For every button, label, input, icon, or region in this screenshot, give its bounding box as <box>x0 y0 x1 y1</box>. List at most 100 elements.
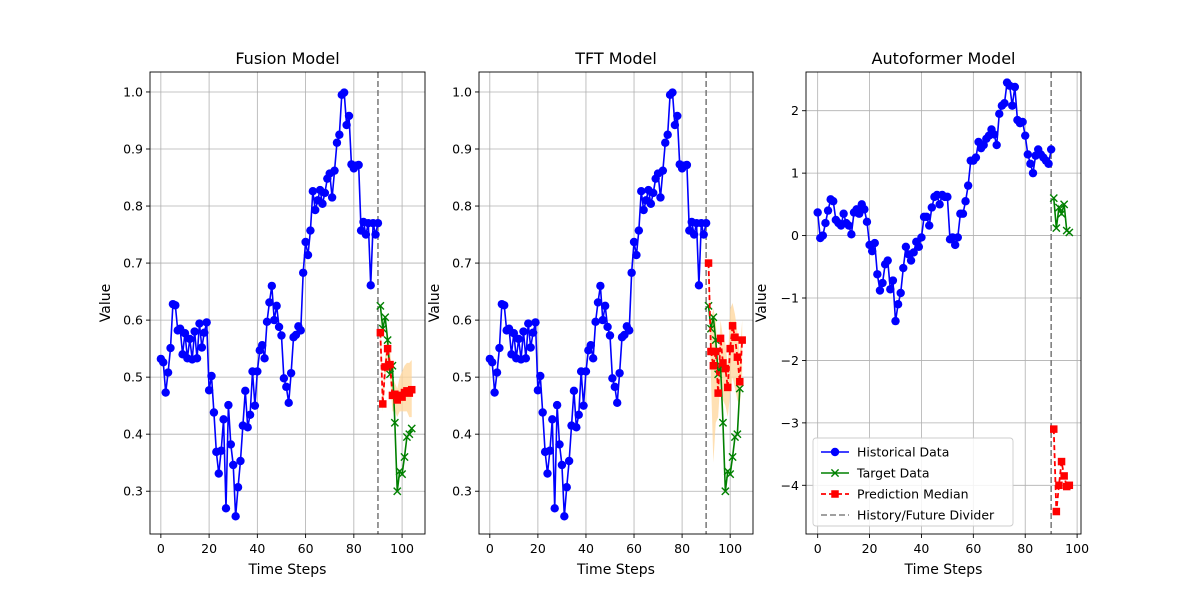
prediction-point <box>719 359 727 367</box>
prediction-point <box>1065 481 1074 490</box>
historical-point <box>893 300 903 309</box>
x-tick-label: 100 <box>390 541 414 556</box>
x-marker-stroke <box>721 487 730 496</box>
historical-point <box>190 327 199 336</box>
historical-point <box>958 209 968 218</box>
historical-point <box>282 382 291 392</box>
historical-point <box>878 278 887 288</box>
x-tick-label: 0 <box>157 541 165 556</box>
historical-point <box>605 331 615 340</box>
x-tick-label: 40 <box>249 541 265 556</box>
historical-point <box>847 230 856 239</box>
prediction-point <box>721 364 730 373</box>
historical-point <box>591 317 600 327</box>
x-tick-label: 60 <box>965 541 981 556</box>
prediction-point <box>376 328 385 337</box>
tick-marks: 0 20 40 60 80 100 −4 −3 −2 −1 0 1 2 <box>781 103 1090 556</box>
grid-lines <box>150 72 425 534</box>
grid-lines <box>479 72 753 534</box>
historical-point <box>253 367 262 376</box>
x-tick-label: 40 <box>913 541 929 556</box>
historical-point <box>995 109 1004 119</box>
historical-point <box>296 326 305 335</box>
x-tick-label: 40 <box>578 541 594 556</box>
historical-point <box>166 343 175 353</box>
target-series <box>1049 194 1074 237</box>
y-tick-label: 0.4 <box>123 427 143 442</box>
historical-point <box>311 205 320 215</box>
prediction-series <box>704 259 746 397</box>
historical-point <box>658 166 668 175</box>
historical-point <box>265 298 274 307</box>
target-line <box>379 305 413 492</box>
historical-point <box>899 263 908 273</box>
historical-point <box>634 226 644 235</box>
historical-point <box>236 456 245 466</box>
x-marker-stroke <box>400 452 409 462</box>
axes-border <box>478 71 754 535</box>
historical-point <box>608 374 617 383</box>
target-point <box>1065 228 1074 237</box>
prediction-point <box>1060 472 1068 480</box>
historical-point <box>524 319 533 328</box>
historical-point <box>649 188 658 198</box>
historical-point <box>562 483 571 492</box>
historical-point <box>627 268 636 277</box>
chart-title: Autoformer Model <box>872 49 1016 68</box>
target-series <box>704 301 744 496</box>
historical-point <box>603 322 612 332</box>
historical-point <box>682 160 692 170</box>
historical-point <box>318 199 327 208</box>
historical-point <box>701 218 711 228</box>
y-tick-label: 0.3 <box>452 484 472 499</box>
axes-border <box>149 71 426 535</box>
prediction-point <box>716 334 725 343</box>
y-tick-label: 0.8 <box>123 199 143 214</box>
historical-point <box>560 512 569 521</box>
target-point <box>405 430 414 439</box>
prediction-point <box>386 360 394 369</box>
historical-point <box>886 285 895 294</box>
y-tick-label: 0.6 <box>452 313 472 328</box>
historical-point <box>548 415 557 424</box>
historical-point <box>557 460 567 470</box>
x-marker-stroke <box>1054 203 1064 212</box>
historical-point <box>185 334 195 344</box>
historical-point <box>327 193 337 202</box>
historical-point <box>202 318 211 327</box>
historical-point <box>195 319 204 328</box>
historical-point <box>274 322 284 332</box>
historical-point <box>661 138 670 147</box>
target-point <box>381 313 390 322</box>
prediction-point <box>731 333 739 341</box>
x-marker-stroke <box>704 301 713 310</box>
target-point <box>721 487 730 496</box>
prediction-point <box>704 259 713 267</box>
historical-point <box>552 400 562 410</box>
target-point <box>407 424 416 433</box>
historical-point <box>533 386 543 395</box>
x-tick-label: 0 <box>814 541 822 556</box>
target-point <box>704 301 713 310</box>
historical-point <box>569 386 579 396</box>
x-marker-stroke <box>1065 228 1074 237</box>
historical-point <box>925 221 934 230</box>
historical-point <box>221 504 231 513</box>
historical-point <box>500 301 509 310</box>
historical-point <box>339 88 349 97</box>
y-tick-label: −4 <box>781 478 799 493</box>
historical-point <box>521 354 531 363</box>
x-marker-stroke <box>726 470 735 479</box>
historical-point <box>354 160 363 170</box>
historical-point <box>180 329 190 338</box>
historical-point <box>233 483 243 492</box>
historical-point <box>366 281 375 290</box>
historical-point <box>1008 101 1017 110</box>
historical-point <box>214 469 223 478</box>
legend: Historical Data Target Data Prediction Med… <box>812 437 1014 527</box>
x-marker-stroke <box>397 470 407 479</box>
historical-point <box>509 329 519 338</box>
historical-point <box>839 209 848 218</box>
historical-point <box>922 212 931 222</box>
historical-point <box>586 341 595 350</box>
